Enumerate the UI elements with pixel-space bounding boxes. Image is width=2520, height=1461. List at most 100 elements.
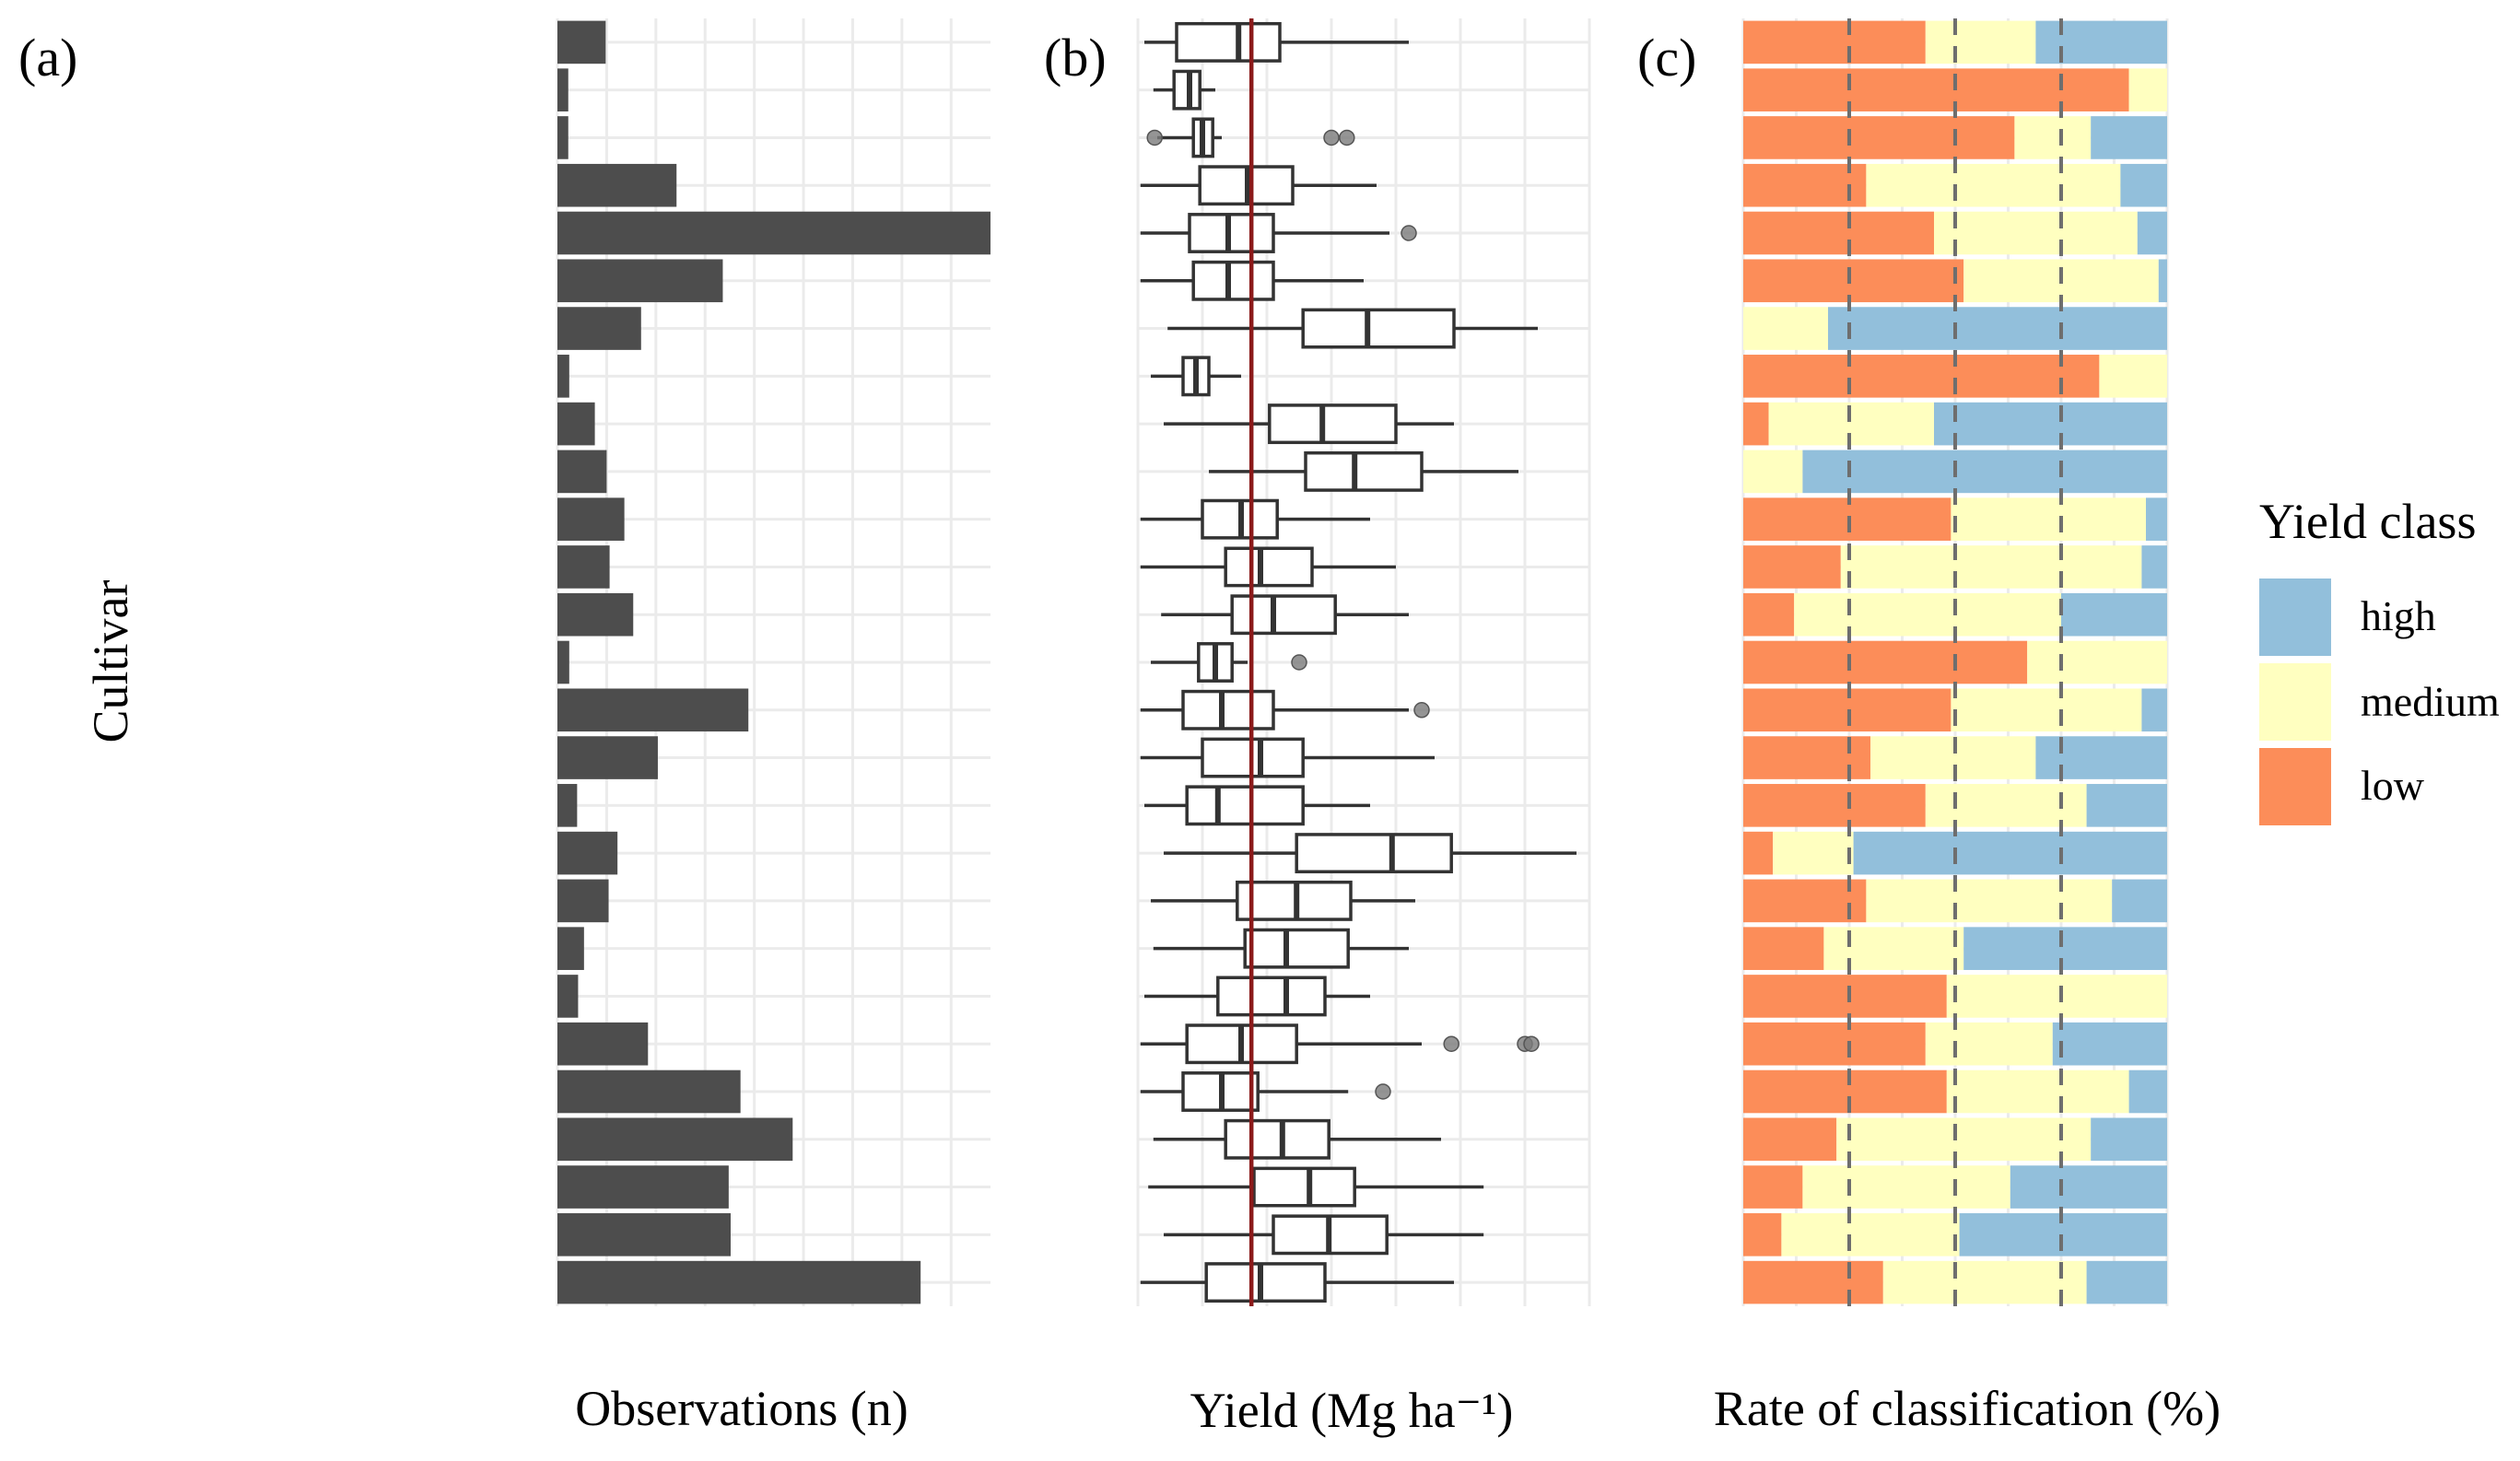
classification-segment-medium <box>1951 497 2146 541</box>
observation-bar <box>557 211 990 255</box>
legend-title: Yield class <box>2259 494 2476 549</box>
panel-label-c: (c) <box>1637 28 1696 88</box>
classification-segment-medium <box>2099 355 2167 398</box>
classification-segment-medium <box>1794 592 2061 637</box>
box-iqr <box>1185 785 1305 826</box>
classification-segment-low <box>1743 211 1934 255</box>
classification-segment-high <box>2120 163 2167 207</box>
box-outlier <box>1146 129 1163 146</box>
box-iqr <box>1230 594 1337 636</box>
panel-a-x-title: Observations (n) <box>575 1381 908 1436</box>
classification-segment-high <box>2086 1260 2167 1304</box>
classification-segment-low <box>1743 592 1795 637</box>
classification-segment-low <box>1743 879 1867 923</box>
classification-segment-high <box>2010 1165 2167 1209</box>
classification-segment-low <box>1743 1213 1782 1256</box>
classification-segment-medium <box>1768 402 1934 446</box>
classification-segment-low <box>1743 736 1870 779</box>
legend: Yield class high medium low <box>2259 494 2500 825</box>
classification-segment-medium <box>1946 1069 2129 1114</box>
observation-bar <box>557 20 606 64</box>
observation-bar <box>557 688 749 732</box>
classification-segment-low <box>1743 831 1774 875</box>
box-iqr <box>1295 833 1453 874</box>
observation-bar <box>557 592 634 637</box>
legend-swatch-high <box>2259 579 2331 656</box>
classification-segment-low <box>1743 640 2028 684</box>
box-outlier <box>1401 225 1417 241</box>
classification-segment-high <box>1959 1213 2167 1256</box>
observation-bar <box>557 879 609 923</box>
chart-marks <box>557 18 2167 1306</box>
box-iqr <box>1224 546 1314 588</box>
observation-bar <box>557 450 607 494</box>
classification-segment-high <box>1853 831 2167 875</box>
classification-segment-low <box>1743 1022 1926 1066</box>
panel-c-x-title: Rate of classification (%) <box>1714 1381 2221 1436</box>
observation-bar <box>557 497 625 541</box>
box-outlier <box>1523 1035 1540 1052</box>
classification-segment-high <box>2091 116 2167 159</box>
classification-segment-low <box>1743 20 1926 64</box>
classification-segment-high <box>2146 497 2167 541</box>
box-iqr <box>1243 928 1350 969</box>
observation-bar <box>557 1117 793 1162</box>
panel-label-a: (a) <box>18 28 77 88</box>
classification-segment-high <box>2128 1069 2167 1114</box>
classification-segment-low <box>1743 116 2015 159</box>
classification-segment-medium <box>1836 1117 2092 1162</box>
classification-segment-high <box>2141 545 2167 589</box>
box-iqr <box>1252 1166 1356 1208</box>
box-iqr <box>1304 450 1424 492</box>
box-outlier <box>1291 654 1307 671</box>
classification-segment-medium <box>1773 831 1854 875</box>
classification-segment-high <box>2091 1117 2167 1162</box>
box-iqr <box>1204 1262 1327 1303</box>
observation-bar <box>557 1165 729 1209</box>
box-outlier <box>1339 129 1355 146</box>
classification-segment-medium <box>1866 879 2113 923</box>
box-iqr <box>1188 213 1275 253</box>
legend-swatch-medium <box>2259 663 2331 741</box>
classification-segment-low <box>1743 68 2129 111</box>
observation-bar <box>557 736 658 779</box>
observation-bar <box>557 640 569 684</box>
classification-segment-high <box>2141 688 2167 732</box>
classification-segment-medium <box>2027 640 2167 684</box>
classification-segment-low <box>1743 1069 1947 1114</box>
box-iqr <box>1224 1118 1330 1160</box>
classification-segment-medium <box>1866 163 2121 207</box>
classification-segment-high <box>1934 402 2167 446</box>
observation-bar <box>557 355 569 398</box>
panel-label-b: (b) <box>1044 28 1107 88</box>
box-iqr <box>1181 689 1275 730</box>
classification-segment-high <box>2137 211 2167 255</box>
classification-segment-high <box>2035 20 2167 64</box>
classification-segment-high <box>1802 450 2167 494</box>
observation-bar <box>557 831 618 875</box>
box-iqr <box>1191 260 1275 301</box>
classification-segment-low <box>1743 355 2100 398</box>
classification-segment-high <box>1828 307 2167 350</box>
observation-bar <box>557 1213 731 1256</box>
classification-segment-medium <box>1925 1022 2053 1066</box>
classification-segment-low <box>1743 1117 1837 1162</box>
classification-segment-high <box>2086 784 2167 827</box>
y-axis-title: Cultivar <box>83 579 138 742</box>
observation-bar <box>557 1022 649 1066</box>
classification-segment-medium <box>1743 450 1803 494</box>
classification-segment-low <box>1743 927 1824 970</box>
classification-segment-medium <box>1934 211 2138 255</box>
box-iqr <box>1301 308 1456 349</box>
classification-segment-medium <box>1951 688 2142 732</box>
classification-segment-low <box>1743 1260 1883 1304</box>
classification-segment-high <box>2112 879 2167 923</box>
classification-segment-low <box>1743 784 1926 827</box>
classification-segment-low <box>1743 545 1841 589</box>
box-outlier <box>1323 129 1340 146</box>
observation-bar <box>557 259 723 303</box>
classification-segment-medium <box>1882 1260 2087 1304</box>
box-iqr <box>1268 403 1398 445</box>
observation-bar <box>557 1069 741 1114</box>
